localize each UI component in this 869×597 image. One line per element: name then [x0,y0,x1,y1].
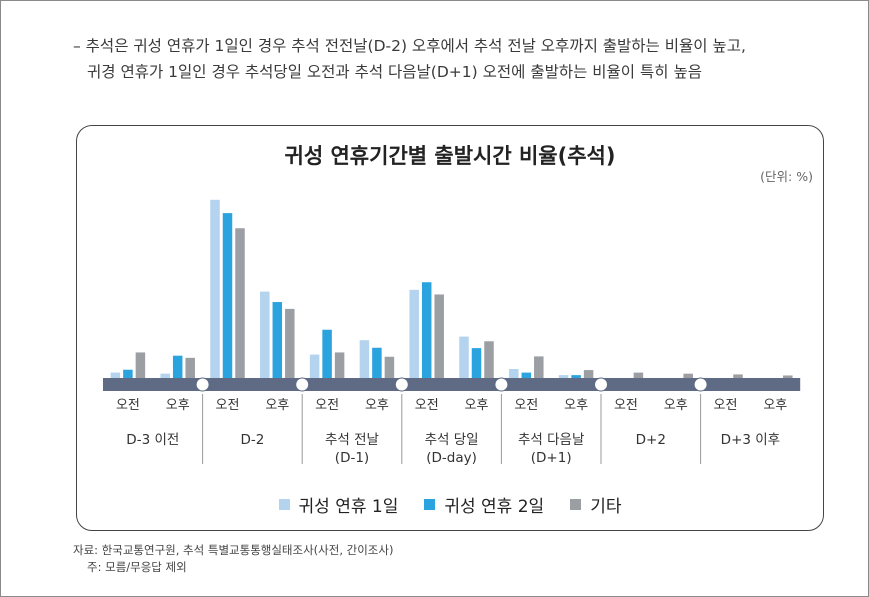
axis-divider-dot [494,377,509,392]
bar-기타-12 [733,374,743,378]
summary-text: – 추석은 귀성 연휴가 1일인 경우 추석 전전날(D-2) 오후에서 추석 … [73,33,746,85]
group-sublabel: (D-day) [426,450,477,466]
bar-귀성연휴1일-5 [260,291,270,378]
x-tick-label-period: 오전 [614,398,638,413]
bar-귀성연휴2일-7 [471,348,482,378]
group-label: D-3 이전 [126,432,179,448]
bar-귀성연휴1일-1 [160,373,170,378]
chart-title: 귀성 연휴기간별 출발시간 비율(추석) [284,144,616,168]
bar-기타-6 [434,294,444,378]
bar-귀성연휴1일-6 [409,289,419,378]
bar-귀성연휴2일-5 [272,302,283,378]
bar-귀성연휴1일-2 [309,354,320,378]
x-tick-label-period: 오후 [365,398,389,413]
legend-item: 기타 [570,492,621,517]
bar-기타-4 [235,228,245,378]
bar-귀성연휴2일-1 [172,355,183,378]
bar-기타-7 [484,341,494,378]
legend-item: 귀성 연휴 2일 [424,492,544,517]
summary-line-2: 귀경 연휴가 1일인 경우 추석당일 오전과 추석 다음날(D+1) 오전에 출… [87,63,702,81]
legend-label: 귀성 연휴 2일 [444,497,545,517]
bar-기타-3 [384,356,395,378]
group-label: 추석 당일 [425,432,479,448]
group-sublabel: (D-1) [335,450,369,466]
source-line: 자료: 한국교통연구원, 추석 특별교통통행실태조사(사전, 간이조사) [73,543,394,557]
bar-귀성연휴1일-7 [459,336,469,378]
bar-기타-10 [633,372,644,378]
axis-divider-dot [594,377,608,392]
x-tick-label-period: 오후 [564,398,588,413]
bar-귀성연휴2일-9 [571,375,581,378]
x-tick-label-period: 오후 [465,398,489,413]
legend-swatch [278,499,290,510]
axis-divider-dot [295,377,310,392]
x-tick-label-period: 오후 [265,398,289,413]
summary-line-1: – 추석은 귀성 연휴가 1일인 경우 추석 전전날(D-2) 오후에서 추석 … [73,37,746,55]
bar-기타-5 [285,308,295,378]
chart-card: 귀성 연휴기간별 출발시간 비율(추석) (단위: %) 오전 오후 D-3 이전 오… [76,125,824,531]
axis-divider-dot [195,377,210,392]
bar-귀성연휴2일-3 [372,347,382,378]
bar-귀성연휴1일-3 [359,340,370,378]
bar-귀성연휴2일-2 [322,329,332,378]
bar-귀성연휴1일-0 [110,372,121,378]
bar-기타-9 [583,370,594,378]
legend-swatch [570,499,582,510]
group-label: D-2 [240,432,264,448]
group-label: 추석 전날 [325,432,379,448]
bar-기타-13 [783,375,793,378]
axis-divider-dot [693,377,708,392]
group-label: 추석 다음날 [518,432,584,448]
bar-귀성연휴2일-8 [521,372,532,378]
chart-unit: (단위: %) [760,169,813,184]
x-tick-label-period: 오후 [664,398,688,413]
x-tick-label-period: 오전 [415,398,439,413]
bar-기타-11 [683,373,693,378]
chart-legend: 귀성 연휴 1일 귀성 연휴 2일 기타 [77,492,823,517]
bar-귀성연휴1일-8 [509,369,519,378]
x-tick-label-period: 오전 [116,398,140,413]
bar-기타-0 [135,352,146,378]
bar-귀성연휴2일-0 [123,369,133,378]
x-tick-label-period: 오전 [514,398,538,413]
bar-귀성연휴2일-6 [421,282,432,378]
x-tick-label-period: 오전 [315,398,339,413]
legend-swatch [424,499,436,510]
bar-기타-2 [334,352,345,378]
x-axis-band [103,378,801,391]
bar-귀성연휴1일-9 [558,375,569,378]
legend-label: 기타 [590,497,622,517]
bar-귀성연휴1일-4 [210,199,220,378]
x-tick-label-period: 오전 [216,398,240,413]
group-label: D+2 [636,432,666,448]
group-sublabel: (D+1) [531,450,572,466]
group-label: D+3 이후 [721,432,780,448]
legend-label: 귀성 연휴 1일 [298,497,399,517]
footnote: 자료: 한국교통연구원, 추석 특별교통통행실태조사(사전, 간이조사) 주: … [73,542,393,576]
legend-item: 귀성 연휴 1일 [278,492,399,517]
axis-divider-dot [394,377,409,392]
x-tick-label-period: 오전 [714,398,738,413]
bar-귀성연휴2일-4 [222,213,233,378]
note-line: 주: 모름/무응답 제외 [87,560,187,574]
bar-기타-8 [534,356,544,378]
x-tick-label-period: 오후 [166,398,190,413]
bar-기타-1 [185,357,195,378]
x-tick-label-period: 오후 [763,398,787,413]
